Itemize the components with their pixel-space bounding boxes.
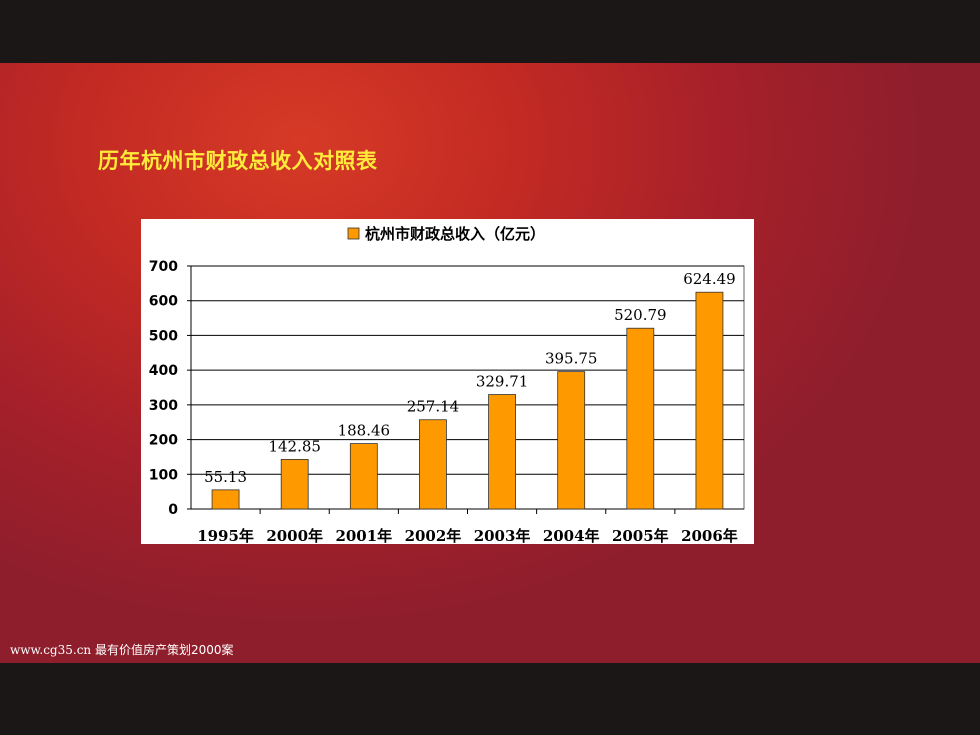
x-tick-label: 2001年: [335, 527, 392, 544]
legend-label: 杭州市财政总收入（亿元）: [365, 225, 545, 243]
y-tick-label: 700: [149, 259, 178, 275]
x-tick-label: 2003年: [474, 527, 531, 544]
chart-panel: 0 100 200 300 400 500 600 700 1995年 2000年 2001年 200…: [141, 219, 754, 544]
data-label: 329.71: [476, 373, 529, 391]
data-label: 55.13: [204, 468, 247, 486]
bar: [280, 459, 309, 510]
data-label: 142.85: [268, 437, 321, 455]
data-label: 520.79: [614, 306, 667, 324]
x-tick-label: 2006年: [681, 527, 738, 544]
y-tick-label: 100: [149, 467, 178, 483]
bottom-black-bar: [0, 663, 980, 735]
bar-layer: [211, 291, 724, 510]
bar: [626, 327, 655, 510]
watermark: www.cg35.cn 最有价值房产策划2000案: [10, 641, 234, 658]
bar: [419, 419, 447, 510]
bar: [349, 443, 378, 510]
bar: [211, 489, 240, 510]
y-tick-label: 400: [149, 363, 178, 379]
bar-chart: 0 100 200 300 400 500 600 700 1995年 2000年 2001年 200…: [149, 225, 745, 544]
top-black-bar: [0, 0, 980, 63]
y-tick-label: 200: [149, 433, 178, 449]
grid-layer: [190, 265, 745, 510]
bar: [695, 291, 724, 510]
y-tick-label: 600: [149, 294, 178, 310]
legend-swatch: [347, 227, 360, 240]
legend: 杭州市财政总收入（亿元）: [347, 225, 545, 243]
x-tick-label: 2000年: [266, 527, 323, 544]
bar: [557, 371, 586, 510]
data-label: 188.46: [338, 422, 391, 440]
watermark-text: 最有价值房产策划2000案: [94, 643, 234, 657]
y-tick-label: 500: [149, 328, 178, 344]
slide-title: 历年杭州市财政总收入对照表: [98, 148, 378, 173]
data-label: 395.75: [545, 350, 598, 368]
data-label: 624.49: [683, 270, 736, 288]
data-label: 257.14: [407, 398, 460, 416]
x-tick-label: 2002年: [405, 527, 462, 544]
x-tick-label: 2005年: [612, 527, 669, 544]
bar: [488, 394, 516, 510]
label-layer: 55.13 142.85 188.46 257.14 329.71 395.75 520.7…: [204, 270, 736, 486]
y-tick-label: 0: [168, 502, 178, 518]
x-tick-label: 1995年: [197, 527, 254, 544]
plot-frame: [190, 265, 745, 510]
y-tick-label: 300: [149, 398, 178, 414]
watermark-url: www.cg35.cn: [10, 643, 92, 657]
x-tick-label: 2004年: [543, 527, 600, 544]
axis-layer: 0 100 200 300 400 500 600 700 1995年 2000年 2001年 200…: [149, 259, 744, 544]
